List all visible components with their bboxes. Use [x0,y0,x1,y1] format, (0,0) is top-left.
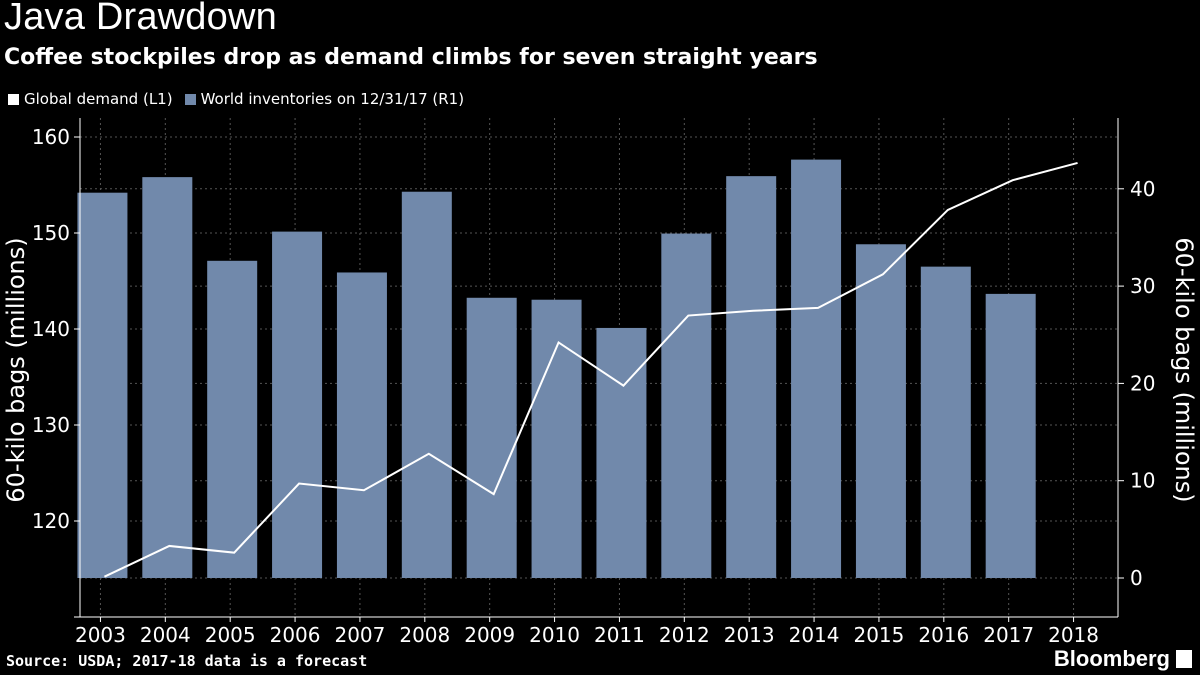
legend-swatch-inventories [184,93,196,105]
left-tick-label: 150 [32,221,70,245]
x-tick-label: 2003 [75,623,126,647]
bar-inventory-2015 [855,244,906,579]
x-tick-label: 2017 [983,623,1034,647]
x-tick-label: 2014 [789,623,840,647]
x-tick-label: 2009 [464,623,515,647]
left-axis-title: 60-kilo bags (millions) [2,237,30,502]
right-axis-title: 60-kilo bags (millions) [1170,237,1198,502]
legend-item-demand: Global demand (L1) [8,90,173,108]
left-tick-label: 140 [32,317,70,341]
x-tick-label: 2011 [594,623,645,647]
bar-inventory-2007 [336,272,387,578]
x-tick-label: 2008 [399,623,450,647]
legend-item-inventories: World inventories on 12/31/17 (R1) [184,90,465,108]
chart-title: Java Drawdown [4,0,277,38]
bar-inventory-2011 [596,327,647,578]
x-tick-label: 2007 [334,623,385,647]
x-tick-label: 2006 [270,623,321,647]
chart-subtitle: Coffee stockpiles drop as demand climbs … [4,45,818,70]
bar-inventory-2003 [77,192,128,578]
x-tick-label: 2010 [529,623,580,647]
left-tick-label: 160 [32,125,70,149]
bar-inventory-2012 [661,233,712,579]
right-tick-label: 30 [1130,274,1155,298]
bar-inventory-2014 [791,159,842,579]
left-tick-label: 120 [32,509,70,533]
bar-inventory-2006 [272,231,323,578]
left-tick-label: 130 [32,413,70,437]
brand-mark-icon [1176,650,1192,668]
x-tick-label: 2018 [1048,623,1099,647]
legend-label-demand: Global demand (L1) [24,90,173,108]
line-global-demand [104,161,1078,578]
x-tick-label: 2016 [918,623,969,647]
right-tick-label: 0 [1130,566,1143,590]
right-tick-label: 40 [1130,177,1155,201]
brand-logo: Bloomberg [1054,646,1192,672]
brand-name: Bloomberg [1053,646,1170,671]
x-tick-label: 2012 [659,623,710,647]
bar-inventory-2016 [920,266,971,578]
bar-inventory-2008 [401,191,452,578]
bar-inventory-2009 [466,297,517,578]
bar-inventory-2017 [985,293,1036,578]
x-tick-label: 2015 [853,623,904,647]
bar-inventory-2005 [207,260,258,578]
bar-inventory-2004 [142,177,193,578]
x-tick-label: 2004 [140,623,191,647]
legend-swatch-demand [8,93,19,105]
source-note: Source: USDA; 2017-18 data is a forecast [6,652,368,670]
bar-inventory-2013 [726,176,777,578]
right-tick-label: 10 [1130,469,1155,493]
right-tick-label: 20 [1130,371,1155,395]
bar-inventory-2010 [531,299,582,578]
x-tick-label: 2005 [205,623,256,647]
x-tick-label: 2013 [724,623,775,647]
legend-label-inventories: World inventories on 12/31/17 (R1) [200,90,465,108]
legend: Global demand (L1) World inventories on … [8,90,476,108]
